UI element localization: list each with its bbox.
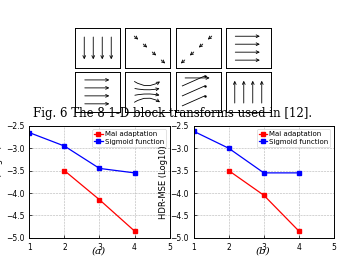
Text: (b): (b) [256, 246, 270, 255]
Y-axis label: HDR-MSE (Log10): HDR-MSE (Log10) [0, 145, 3, 219]
Legend: Mai adaptation, Sigmoid function: Mai adaptation, Sigmoid function [257, 130, 330, 147]
Text: Fig. 6 The 8 1-D block transforms used in [12].: Fig. 6 The 8 1-D block transforms used i… [34, 106, 312, 120]
Y-axis label: HDR-MSE (Log10): HDR-MSE (Log10) [158, 145, 167, 219]
Legend: Mai adaptation, Sigmoid function: Mai adaptation, Sigmoid function [92, 130, 166, 147]
Text: (a): (a) [92, 246, 106, 255]
